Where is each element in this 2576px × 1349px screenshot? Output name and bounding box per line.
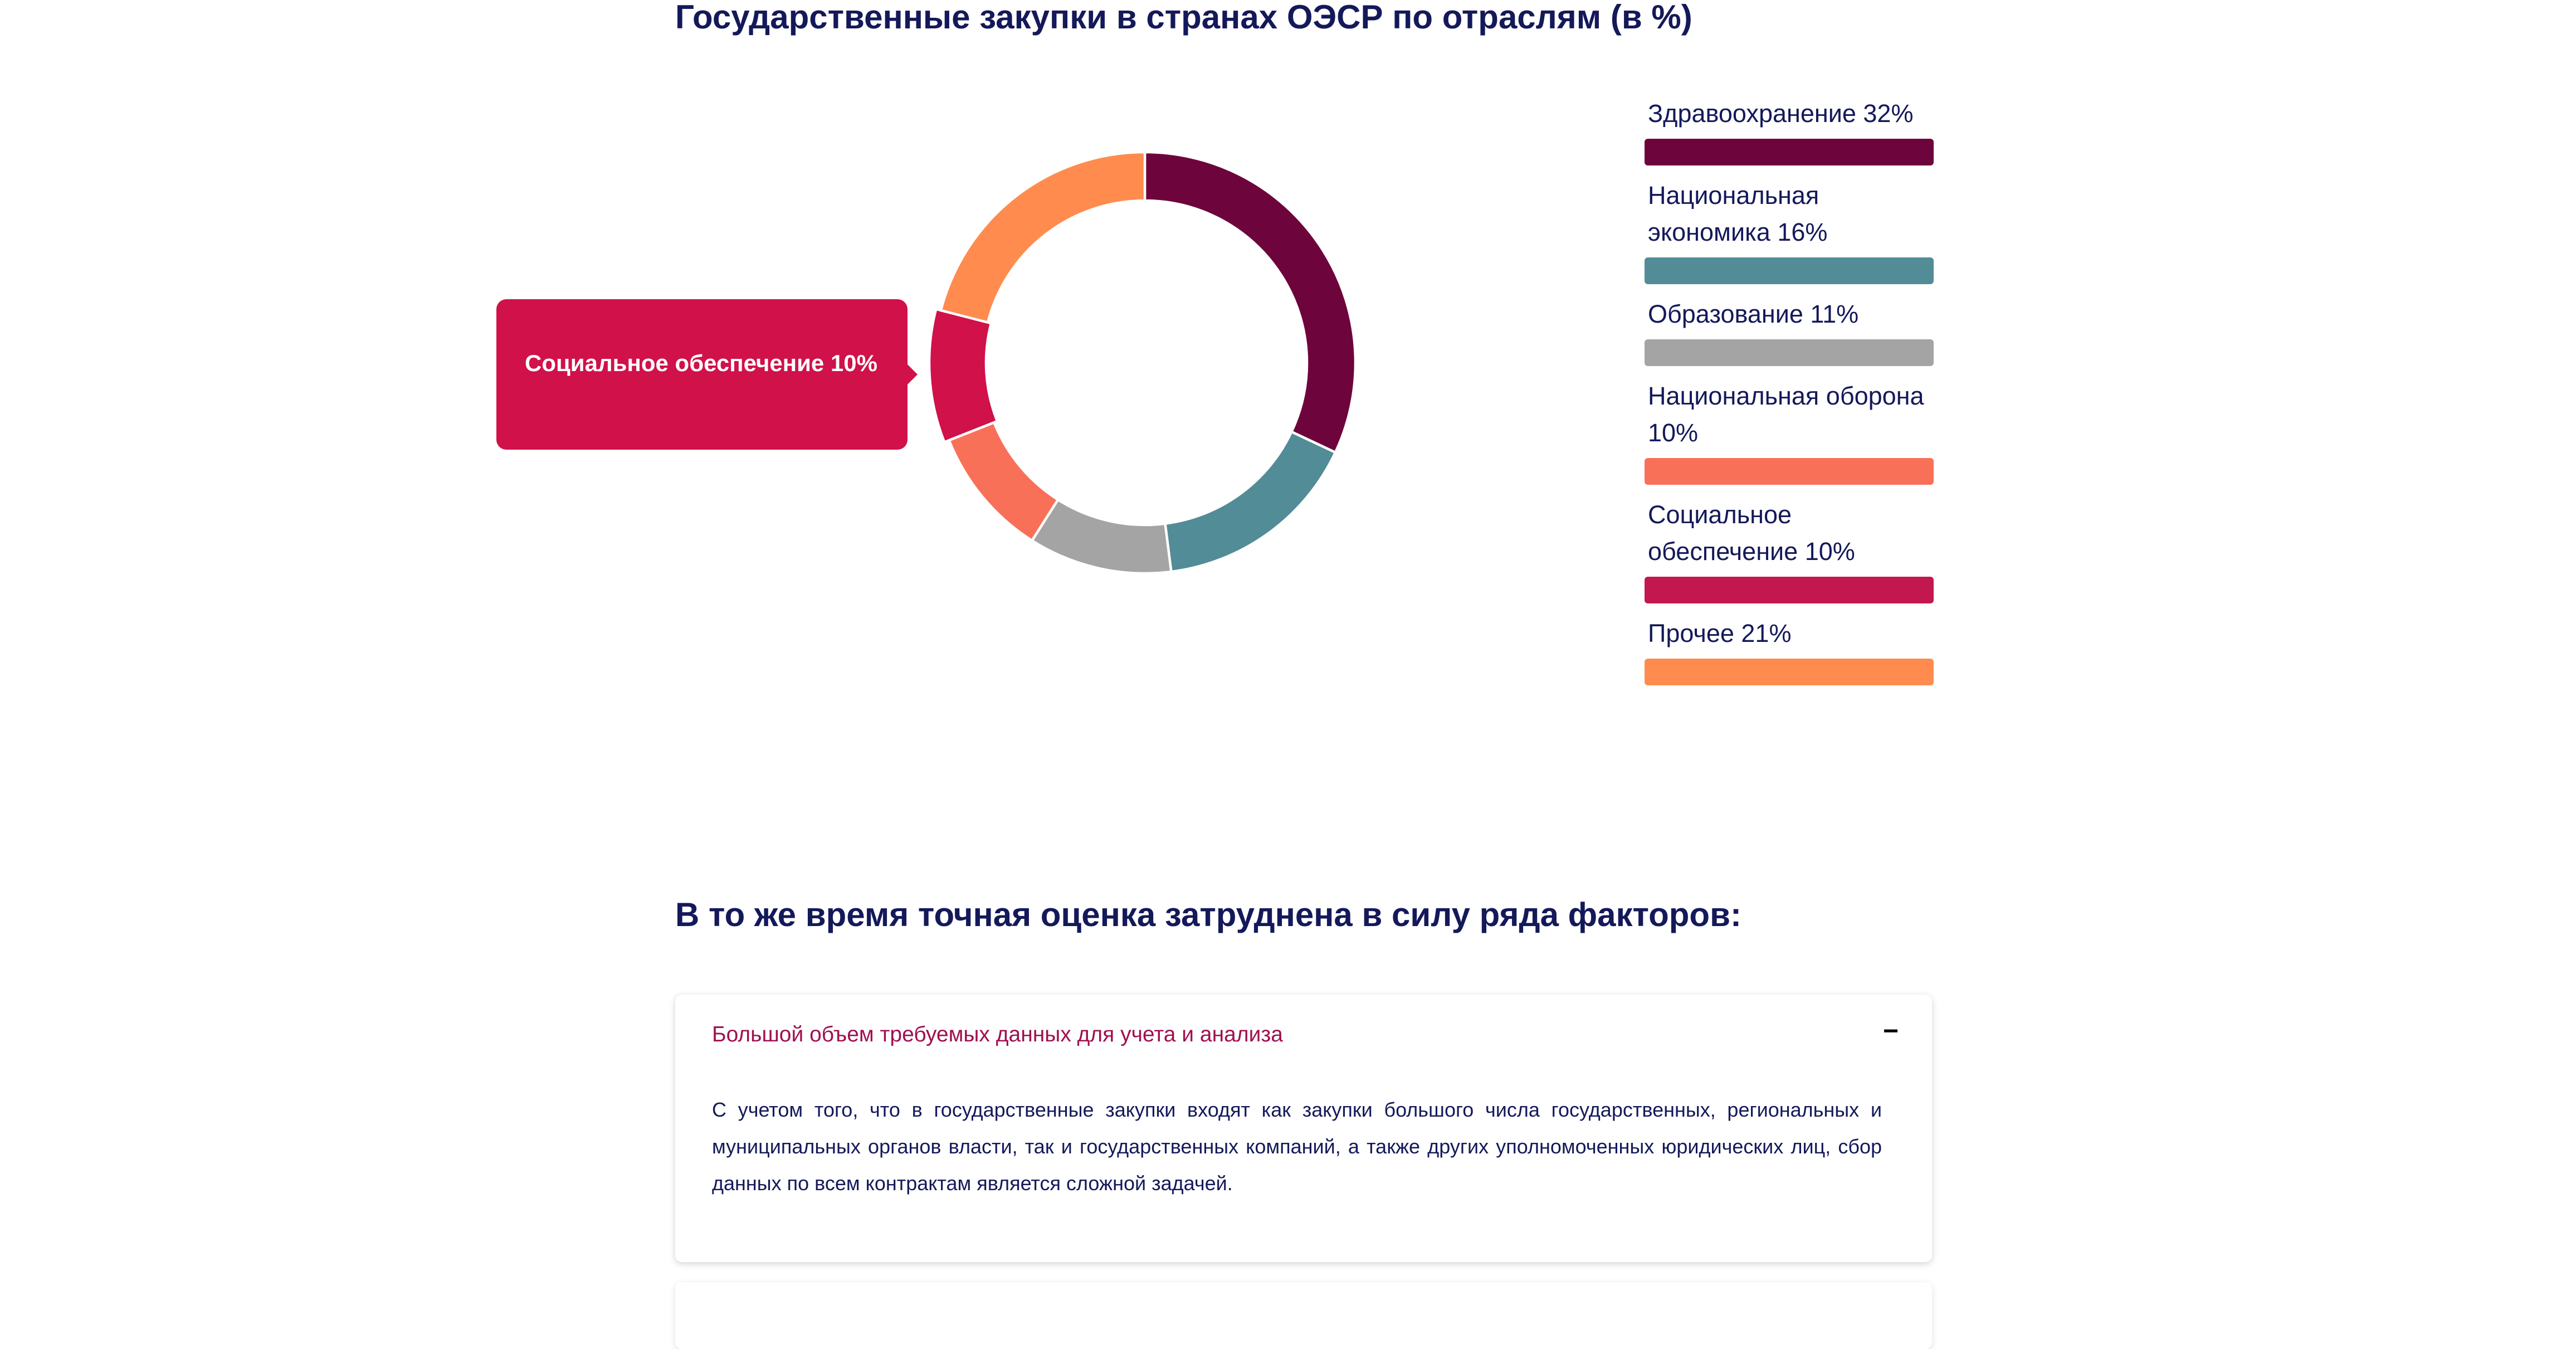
accordion-body: С учетом того, что в государственные зак… xyxy=(712,1098,1882,1195)
legend-swatch xyxy=(1645,257,1934,284)
legend-item[interactable]: Национальная экономика 16% xyxy=(1645,179,1934,284)
legend-label: Прочее 21% xyxy=(1648,620,1792,649)
donut-slice-3[interactable] xyxy=(947,421,1060,543)
legend-label: Образование 11% xyxy=(1648,301,1859,329)
legend-swatch xyxy=(1645,339,1934,366)
section-heading: В то же время точная оценка затруднена в… xyxy=(675,898,1741,934)
chart-tooltip: Социальное обеспечение 10% xyxy=(496,299,918,450)
legend-label: Социальное обеспечение 10% xyxy=(1648,501,1855,567)
legend-swatch xyxy=(1645,458,1934,485)
legend-label: Национальная экономика 16% xyxy=(1648,182,1828,247)
legend-label: Здравоохранение 32% xyxy=(1648,100,1914,129)
legend-swatch xyxy=(1645,139,1934,165)
chart-legend: Здравоохранение 32% Национальная экономи… xyxy=(1645,97,1934,699)
legend-item[interactable]: Здравоохранение 32% xyxy=(1645,97,1934,165)
donut-slice-4[interactable] xyxy=(928,308,999,444)
donut-slice-1[interactable] xyxy=(1163,430,1338,573)
legend-label: Национальная оборона 10% xyxy=(1648,383,1924,448)
donut-slice-0[interactable] xyxy=(1143,150,1357,454)
donut-slice-5[interactable] xyxy=(939,150,1146,324)
accordion-item[interactable] xyxy=(675,1282,1932,1349)
donut-chart xyxy=(928,150,1357,575)
accordion-item: Большой объем требуемых данных для учета… xyxy=(675,995,1932,1262)
legend-item[interactable]: Социальное обеспечение 10% xyxy=(1645,498,1934,603)
legend-item[interactable]: Прочее 21% xyxy=(1645,617,1934,685)
chart-title: Государственные закупки в странах ОЭСР п… xyxy=(675,0,1692,37)
legend-item[interactable]: Национальная оборона 10% xyxy=(1645,379,1934,485)
donut-slice-2[interactable] xyxy=(1030,498,1173,575)
legend-swatch xyxy=(1645,577,1934,603)
collapse-icon[interactable]: − xyxy=(1882,1018,1899,1046)
legend-item[interactable]: Образование 11% xyxy=(1645,298,1934,366)
legend-swatch xyxy=(1645,659,1934,685)
accordion-title[interactable]: Большой объем требуемых данных для учета… xyxy=(712,1021,1283,1046)
